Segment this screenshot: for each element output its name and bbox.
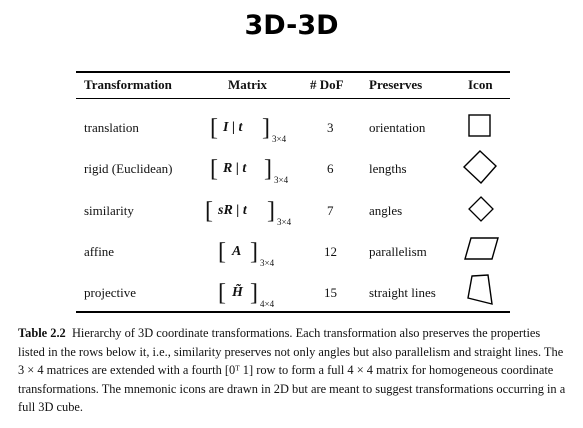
row-affine-dof: 12 bbox=[324, 244, 337, 259]
row-rigid-matrix: [ R | t ] 3×4 bbox=[210, 156, 289, 185]
row-translation-matrix: [ I | t ] 3×4 bbox=[210, 115, 287, 144]
matrix-body: I | t bbox=[223, 120, 243, 135]
row-affine-matrix: [ A ] 3×4 bbox=[218, 239, 275, 268]
square-icon bbox=[468, 114, 491, 137]
row-affine-preserves: parallelism bbox=[369, 244, 427, 259]
slide-title: 3D-3D bbox=[244, 10, 339, 41]
header-matrix: Matrix bbox=[228, 77, 267, 92]
row-translation-dof: 3 bbox=[327, 120, 334, 135]
table-bottom-rule bbox=[76, 311, 510, 313]
row-affine-name: affine bbox=[84, 244, 115, 259]
row-similarity-preserves: angles bbox=[369, 203, 403, 218]
table-header-rule bbox=[76, 98, 510, 99]
matrix-size: 3×4 bbox=[272, 134, 287, 144]
row-projective-matrix: [ H̃ ] 4×4 bbox=[218, 280, 275, 309]
caption-text: Hierarchy of 3D coordinate transformatio… bbox=[18, 326, 566, 415]
table-caption: Table 2.2 Hierarchy of 3D coordinate tra… bbox=[18, 324, 570, 417]
matrix-size: 3×4 bbox=[274, 175, 289, 185]
header-preserves: Preserves bbox=[369, 77, 423, 92]
row-projective-preserves: straight lines bbox=[369, 285, 436, 300]
row-translation-name: translation bbox=[84, 120, 139, 135]
matrix-size: 3×4 bbox=[277, 217, 292, 227]
table-top-rule bbox=[76, 71, 510, 73]
header-dof: # DoF bbox=[310, 77, 344, 92]
small-rotated-square-icon bbox=[468, 196, 494, 222]
parallelogram-icon bbox=[464, 237, 499, 260]
matrix-size: 3×4 bbox=[260, 258, 275, 268]
row-translation-preserves: orientation bbox=[369, 120, 426, 135]
caption-label: Table 2.2 bbox=[18, 326, 66, 340]
matrix-body: H̃ bbox=[232, 285, 243, 300]
row-projective-name: projective bbox=[84, 285, 136, 300]
row-rigid-dof: 6 bbox=[327, 161, 334, 176]
row-similarity-dof: 7 bbox=[327, 203, 334, 218]
rotated-square-icon bbox=[462, 150, 497, 185]
quadrilateral-icon bbox=[467, 274, 493, 305]
matrix-body: sR | t bbox=[218, 203, 247, 218]
header-transformation: Transformation bbox=[84, 77, 172, 92]
matrix-body: A bbox=[232, 244, 242, 259]
row-similarity-name: similarity bbox=[84, 203, 134, 218]
matrix-body: R | t bbox=[223, 161, 247, 176]
header-icon: Icon bbox=[468, 77, 493, 92]
row-rigid-name: rigid (Euclidean) bbox=[84, 161, 173, 176]
row-similarity-matrix: [ sR | t ] 3×4 bbox=[205, 198, 292, 227]
matrix-size: 4×4 bbox=[260, 299, 275, 309]
row-projective-dof: 15 bbox=[324, 285, 337, 300]
row-rigid-preserves: lengths bbox=[369, 161, 407, 176]
